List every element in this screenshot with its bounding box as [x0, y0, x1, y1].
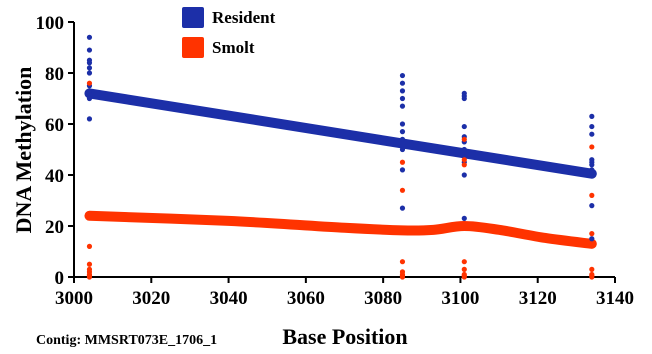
smolt-data-point: [589, 266, 595, 272]
x-axis-title: Base Position: [282, 324, 407, 349]
resident-data-point: [86, 60, 93, 66]
resident-data-point: [86, 90, 93, 96]
resident-data-point: [461, 123, 467, 130]
resident-data-point: [399, 167, 406, 173]
resident-data-point: [86, 47, 93, 53]
resident-data-point: [589, 203, 595, 209]
resident-data-point: [589, 131, 595, 137]
resident-data-point: [86, 70, 93, 76]
resident-data-point: [399, 95, 406, 102]
y-tick-label: 60: [45, 115, 64, 136]
resident-data-point: [589, 123, 595, 130]
resident-data-point: [399, 80, 406, 86]
resident-data-point: [399, 72, 406, 79]
legend-label-smolt: Smolt: [212, 38, 255, 57]
smolt-data-point: [589, 274, 595, 280]
legend-swatch-resident: [182, 7, 204, 28]
resident-data-point: [461, 95, 467, 102]
resident-data-point: [589, 169, 595, 176]
resident-data-point: [86, 34, 93, 40]
x-tick-label: 3100: [441, 288, 479, 309]
smolt-data-point: [399, 159, 406, 165]
legend-swatch-smolt: [182, 37, 204, 58]
x-tick-label: 3040: [210, 288, 248, 309]
smolt-data-point: [461, 157, 467, 163]
resident-data-point: [461, 215, 467, 221]
resident-data-point: [461, 172, 467, 178]
smolt-data-point: [86, 243, 93, 249]
resident-data-point: [399, 88, 406, 94]
resident-data-point: [399, 121, 406, 127]
smolt-data-point: [589, 192, 595, 198]
resident-data-point: [589, 162, 595, 168]
smolt-data-point: [461, 274, 467, 280]
smolt-data-point: [86, 261, 93, 267]
smolt-data-point: [461, 136, 467, 142]
resident-data-point: [86, 95, 93, 102]
resident-data-point: [461, 146, 467, 153]
smolt-fit-line: [84, 210, 597, 249]
smolt-data-point: [399, 274, 406, 280]
smolt-data-point: [399, 187, 406, 193]
y-tick-label: 0: [55, 268, 65, 289]
x-tick-label: 3060: [287, 288, 325, 309]
resident-data-point: [399, 136, 406, 142]
resident-data-point: [86, 116, 93, 122]
resident-data-point: [399, 129, 406, 135]
y-tick-label: 40: [45, 166, 64, 187]
y-tick-label: 80: [45, 64, 64, 85]
smolt-data-point: [461, 162, 467, 168]
resident-data-point: [589, 113, 595, 119]
fit-lines: [84, 88, 597, 249]
resident-data-point: [399, 146, 406, 153]
smolt-data-point: [461, 266, 467, 272]
x-tick-label: 3120: [519, 288, 557, 309]
smolt-data-point: [589, 231, 595, 237]
x-ticks: 3000 3020 3040 3060 3080 3100 3120 3140: [55, 277, 634, 309]
smolt-data-point: [589, 144, 595, 150]
smolt-data-point: [86, 274, 93, 280]
axes: [73, 22, 615, 278]
x-tick-label: 3000: [55, 288, 93, 309]
x-tick-label: 3020: [132, 288, 170, 309]
legend-label-resident: Resident: [212, 8, 276, 27]
resident-data-point: [399, 103, 406, 109]
x-tick-label: 3080: [364, 288, 402, 309]
legend: Resident Smolt: [182, 7, 276, 58]
y-axis-title: DNA Methylation: [11, 67, 36, 234]
resident-fit-line: [84, 88, 597, 179]
smolt-data-point: [461, 259, 467, 265]
data-points: [86, 34, 595, 280]
y-tick-label: 100: [36, 13, 65, 34]
smolt-data-point: [399, 259, 406, 265]
y-tick-label: 20: [45, 217, 64, 238]
x-tick-label: 3140: [596, 288, 634, 309]
resident-data-point: [399, 205, 406, 211]
resident-data-point: [86, 65, 93, 71]
resident-data-point: [589, 236, 595, 242]
smolt-data-point: [86, 80, 93, 86]
contig-caption: Contig: MMSRT073E_1706_1: [36, 333, 217, 348]
y-ticks: 0 20 40 60 80 100: [36, 13, 74, 289]
